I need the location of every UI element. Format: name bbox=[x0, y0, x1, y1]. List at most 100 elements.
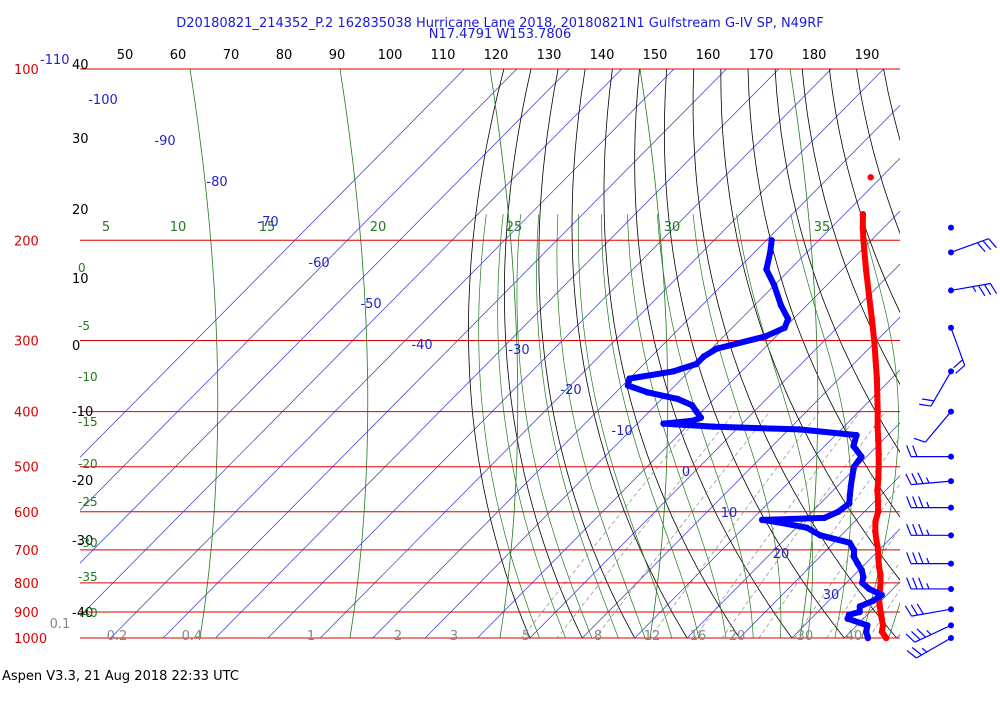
wind-barb-flag bbox=[918, 473, 923, 484]
dewpoint-point bbox=[693, 408, 699, 414]
mixing-ratio-label: 2 bbox=[394, 629, 402, 644]
dewpoint-point bbox=[626, 375, 632, 381]
moist-adiabat-line bbox=[479, 214, 545, 650]
temperature-point bbox=[875, 547, 881, 553]
dewpoint-point bbox=[851, 464, 857, 470]
wind-barb-flag bbox=[905, 606, 911, 616]
theta-e-label: 15 bbox=[259, 220, 276, 235]
isotherm-line bbox=[885, 43, 1000, 650]
isotherm-label: -50 bbox=[360, 297, 381, 312]
dewpoint-point bbox=[846, 539, 852, 545]
mixing-ratio-line bbox=[897, 412, 1000, 650]
mixing-ratio-line bbox=[751, 412, 919, 650]
temperature-point bbox=[874, 423, 880, 429]
dewpoint-point bbox=[701, 353, 707, 359]
temperature-point bbox=[875, 509, 881, 515]
wind-barb-flag bbox=[954, 360, 963, 368]
dewpoint-point bbox=[796, 426, 802, 432]
mixing-ratio-line bbox=[641, 412, 820, 650]
isotherm-label: 30 bbox=[823, 588, 840, 603]
isotherm-label: -100 bbox=[88, 93, 118, 108]
wind-barb-flag bbox=[906, 474, 911, 485]
dry-adiabat-line bbox=[774, 43, 1000, 650]
dewpoint-point bbox=[851, 554, 857, 560]
temperature-point bbox=[875, 555, 881, 561]
wind-barb-flag bbox=[914, 438, 925, 442]
theta-e-label: 5 bbox=[102, 220, 110, 235]
dewpoint-point bbox=[773, 519, 779, 525]
dewpoint-point bbox=[693, 361, 699, 367]
dewpoint-point bbox=[847, 492, 853, 498]
dewpoint-point bbox=[860, 573, 866, 579]
mixing-ratio-line bbox=[922, 412, 1000, 650]
blue-axis-label: -110 bbox=[40, 53, 70, 68]
dry-adiabat-line bbox=[958, 43, 1000, 650]
temperature-point bbox=[877, 580, 883, 586]
theta-e-line bbox=[940, 69, 968, 638]
temperature-point bbox=[860, 237, 866, 243]
dewpoint-point bbox=[768, 237, 774, 243]
wind-barb-flag bbox=[912, 473, 917, 484]
wind-barb-flag bbox=[919, 496, 923, 507]
theta-e-line bbox=[340, 69, 368, 638]
mixing-ratio-line bbox=[548, 412, 735, 650]
temperature-point bbox=[873, 538, 879, 544]
dewpoint-point bbox=[851, 547, 857, 553]
isotherm-label: -40 bbox=[411, 338, 432, 353]
wind-barb-flag bbox=[956, 365, 965, 373]
top-tick-label: 80 bbox=[276, 48, 293, 63]
theta-e-label: 10 bbox=[170, 220, 187, 235]
wind-barb-staff bbox=[912, 609, 951, 616]
wind-barb-flag bbox=[990, 283, 996, 293]
dry-adiabat-line bbox=[800, 43, 1000, 650]
temperature-point bbox=[860, 224, 866, 230]
dewpoint-point bbox=[864, 622, 870, 628]
wind-barb-base bbox=[948, 225, 954, 231]
pressure-label: 600 bbox=[14, 506, 39, 521]
dewpoint-point bbox=[865, 635, 871, 641]
temperature-point bbox=[872, 528, 878, 534]
temperature-point bbox=[860, 211, 866, 217]
temperature-point bbox=[875, 451, 881, 457]
temperature-point bbox=[877, 609, 883, 615]
moist-adiabat-line bbox=[911, 214, 1000, 650]
pressure-label: 800 bbox=[14, 577, 39, 592]
mixing-ratio-label: 0.1 bbox=[50, 617, 71, 632]
theta-e-label: 35 bbox=[814, 220, 831, 235]
dewpoint-point bbox=[863, 629, 869, 635]
top-tick-label: 70 bbox=[223, 48, 240, 63]
dry-adiabat-line bbox=[906, 43, 1000, 650]
dewpoint-point bbox=[859, 580, 865, 586]
left-tick-label: 40 bbox=[72, 58, 89, 73]
isotherm-line bbox=[99, 43, 700, 650]
footer-version: Aspen V3.3, 21 Aug 2018 22:33 UTC bbox=[2, 669, 239, 684]
isotherm-line bbox=[46, 43, 647, 650]
dry-adiabat-line bbox=[932, 43, 1000, 650]
wind-barb-halfflag bbox=[927, 502, 929, 508]
dewpoint-point bbox=[767, 249, 773, 255]
wind-barb-flag bbox=[919, 552, 923, 563]
pressure-label: 700 bbox=[14, 544, 39, 559]
dewpoint-point bbox=[714, 345, 720, 351]
temperature-point bbox=[869, 316, 875, 322]
theta-label: -10 bbox=[78, 370, 98, 384]
top-tick-label: 60 bbox=[170, 48, 187, 63]
dry-adiabat-line bbox=[985, 43, 1000, 650]
isotherm-label: -30 bbox=[508, 343, 529, 358]
temperature-point bbox=[875, 464, 881, 470]
theta-e-label: 30 bbox=[664, 220, 681, 235]
wind-barb-flag bbox=[912, 647, 921, 655]
wind-barb-flag bbox=[984, 285, 990, 295]
temperature-point bbox=[875, 498, 881, 504]
left-tick-label: 0 bbox=[72, 339, 80, 354]
dewpoint-point bbox=[848, 483, 854, 489]
wind-barb-flag bbox=[911, 605, 917, 615]
pressure-label: 300 bbox=[14, 334, 39, 349]
mixing-ratio-label: 1 bbox=[307, 629, 315, 644]
top-tick-label: 180 bbox=[802, 48, 827, 63]
isotherm-label: 0 bbox=[682, 465, 690, 480]
dewpoint-point bbox=[785, 316, 791, 322]
wind-barb-flag bbox=[913, 578, 917, 589]
wind-barb-halfflag bbox=[927, 583, 929, 589]
mixing-ratio-label: 0.2 bbox=[107, 629, 128, 644]
